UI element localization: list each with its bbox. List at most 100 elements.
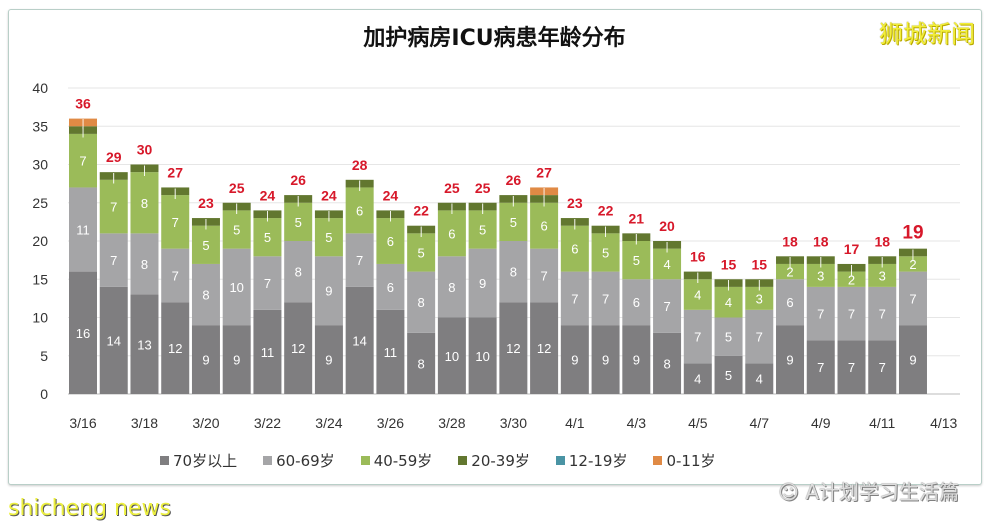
data-label: 4 (694, 288, 701, 303)
data-label: 9 (786, 353, 793, 368)
bar-segment-40-59岁 (191, 225, 220, 264)
legend-item: 40-59岁 (360, 450, 432, 471)
bar-segment-20-39岁 (868, 256, 897, 264)
bar-segment-60-69岁 (284, 241, 313, 303)
bar-segment-20-39岁 (837, 263, 866, 272)
bar-segment-70岁以上 (437, 317, 466, 394)
data-label: 7 (79, 154, 86, 169)
data-label: | (881, 256, 884, 268)
bar-segment-70岁以上 (499, 302, 528, 394)
data-label: 7 (879, 360, 886, 375)
data-label: | (389, 210, 392, 222)
data-label: | (727, 279, 730, 291)
legend-label: 20-39岁 (471, 452, 530, 470)
total-label: 24 (321, 187, 337, 203)
data-label: 2 (786, 265, 793, 280)
bar-segment-60-69岁 (776, 279, 805, 326)
bar-segment-40-59岁 (530, 202, 559, 249)
data-label: 7 (817, 307, 824, 322)
bar-segment-40-59岁 (345, 187, 374, 234)
data-label: 7 (909, 291, 916, 306)
data-label: 6 (786, 295, 793, 310)
brand-logo: 狮城新闻 (879, 20, 975, 48)
bar-segment-70岁以上 (314, 325, 343, 394)
total-label: 27 (536, 164, 552, 180)
bar-segment-20-39岁 (714, 279, 743, 287)
data-label: 7 (848, 307, 855, 322)
data-label: 8 (141, 196, 148, 211)
bar-segment-40-59岁 (560, 225, 589, 272)
bar-segment-40-59岁 (437, 210, 466, 257)
bar-segment-70岁以上 (714, 355, 743, 394)
total-label: 29 (106, 149, 122, 165)
legend-swatch (360, 456, 370, 465)
data-label: | (573, 218, 576, 230)
data-label: 5 (725, 368, 732, 383)
total-label: 23 (567, 195, 583, 211)
data-label: | (235, 203, 238, 215)
total-label: 25 (475, 180, 491, 196)
bar-segment-70岁以上 (407, 332, 436, 394)
bar-segment-40-59岁 (222, 210, 251, 249)
total-label: 15 (721, 256, 737, 272)
data-label: 10 (229, 280, 243, 295)
data-label: | (819, 256, 822, 268)
x-tick-label: 4/11 (869, 415, 895, 431)
data-label: 7 (663, 299, 670, 314)
data-label: 7 (756, 330, 763, 345)
bar-segment-70岁以上 (898, 325, 927, 394)
data-label: 5 (233, 223, 240, 238)
data-label: | (758, 279, 761, 291)
data-label: | (512, 195, 515, 207)
bar-segment-60-69岁 (591, 271, 620, 326)
x-tick-label: 3/20 (192, 415, 219, 431)
data-label: | (696, 271, 699, 283)
bar-segment-60-69岁 (560, 271, 589, 326)
data-label: 9 (325, 353, 332, 368)
legend-label: 70岁以上 (173, 452, 238, 470)
x-tick-label: 3/22 (254, 415, 281, 431)
bar-segment-40-59岁 (468, 210, 497, 249)
y-tick-label: 30 (32, 157, 48, 173)
legend-label: 0-11岁 (666, 452, 716, 470)
legend-swatch (653, 456, 663, 465)
data-label: 5 (418, 245, 425, 260)
bar-segment-60-69岁 (253, 256, 282, 310)
y-tick-label: 35 (32, 118, 48, 134)
data-label: 5 (264, 230, 271, 245)
x-tick-label: 3/24 (315, 415, 342, 431)
data-label: 6 (633, 295, 640, 310)
data-label: 3 (879, 268, 886, 283)
data-label: 10 (445, 349, 459, 364)
total-label: 24 (260, 187, 276, 203)
total-label: 20 (659, 218, 675, 234)
x-tick-label: 3/26 (377, 415, 404, 431)
legend-swatch (458, 456, 468, 465)
bar-segment-70岁以上 (284, 302, 313, 394)
bar-segment-40-59岁 (499, 202, 528, 241)
bar-segment-20-39岁 (745, 279, 774, 287)
data-label: 2 (848, 272, 855, 287)
data-label: 12 (506, 341, 520, 356)
total-label: 18 (874, 233, 890, 249)
bar-segment-20-39岁 (591, 225, 620, 234)
bar-segment-70岁以上 (837, 340, 866, 394)
bar-segment-20-39岁 (253, 210, 282, 219)
bar-segment-60-69岁 (191, 263, 220, 326)
x-tick-label: 4/3 (627, 415, 647, 431)
bar-segment-60-69岁 (499, 241, 528, 303)
bar-segment-70岁以上 (222, 325, 251, 394)
bar-segment-20-39岁 (499, 195, 528, 203)
data-label: 16 (76, 326, 90, 341)
bar-segment-20-39岁 (653, 241, 682, 249)
data-label: 4 (663, 257, 670, 272)
bar-segment-40-59岁 (99, 179, 128, 234)
bar-segment-40-59岁 (253, 218, 282, 257)
total-label: 25 (444, 180, 460, 196)
bar-segment-20-39岁 (560, 218, 589, 226)
data-label: | (604, 226, 607, 238)
bar-segment-20-39岁 (130, 164, 159, 173)
data-label: 5 (510, 215, 517, 230)
data-label: 9 (479, 276, 486, 291)
